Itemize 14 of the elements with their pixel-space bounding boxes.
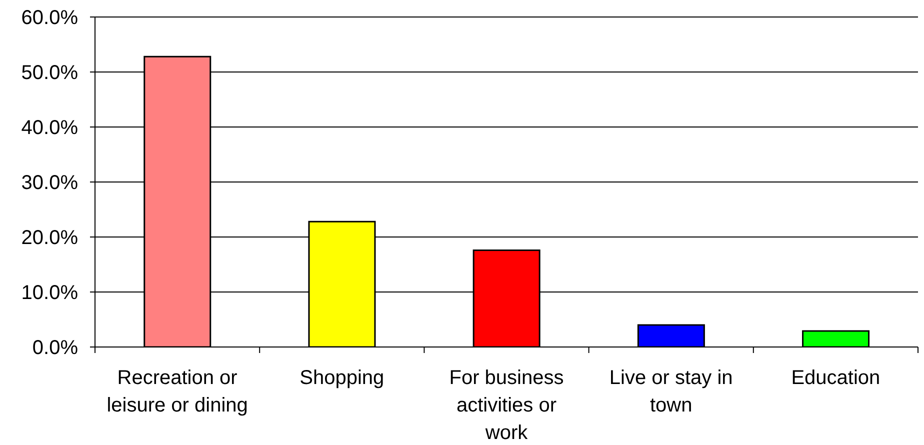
y-tick-label: 0.0% xyxy=(32,337,78,360)
x-tick-label: Live or stay in town xyxy=(609,367,733,416)
y-tick-label: 50.0% xyxy=(21,62,78,84)
bar xyxy=(637,324,705,347)
y-tick-label: 30.0% xyxy=(21,172,78,194)
y-tick-label: 20.0% xyxy=(21,227,78,250)
bar xyxy=(802,330,870,347)
y-tick-label: 60.0% xyxy=(21,7,78,30)
x-tick-label: For business activities or work xyxy=(449,367,564,444)
x-tick-label: Education xyxy=(791,367,880,389)
x-tick-label: Shopping xyxy=(300,367,384,389)
x-tick-label: Recreation or leisure or dining xyxy=(106,367,248,416)
y-tick-label: 10.0% xyxy=(21,282,78,304)
y-tick-label: 40.0% xyxy=(21,117,78,140)
